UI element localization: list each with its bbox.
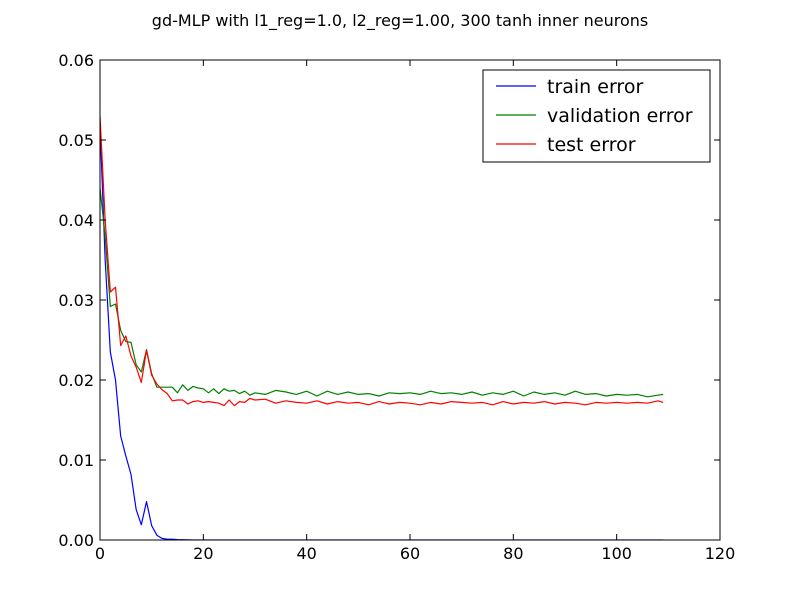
y-tick-label: 0.00 bbox=[58, 531, 94, 550]
series-layer bbox=[100, 115, 664, 540]
legend-label-test-error: test error bbox=[547, 134, 636, 156]
y-tick-label: 0.01 bbox=[58, 451, 94, 470]
legend: train error validation error test error bbox=[482, 69, 711, 163]
legend-box bbox=[482, 69, 711, 163]
x-tick-label: 60 bbox=[400, 544, 420, 563]
y-tick-label: 0.02 bbox=[58, 371, 94, 390]
x-tick-label: 40 bbox=[296, 544, 316, 563]
y-tick-label: 0.03 bbox=[58, 291, 94, 310]
x-tick-label: 20 bbox=[193, 544, 213, 563]
legend-label-validation-error: validation error bbox=[547, 105, 693, 127]
x-tick-label: 80 bbox=[503, 544, 523, 563]
y-tick-label: 0.04 bbox=[58, 211, 94, 230]
y-tick-label: 0.05 bbox=[58, 131, 94, 150]
series-line-train-error bbox=[100, 123, 664, 540]
x-tick-label: 100 bbox=[601, 544, 632, 563]
y-tick-label: 0.06 bbox=[58, 51, 94, 70]
x-tick-label: 120 bbox=[705, 544, 736, 563]
chart-title: gd-MLP with l1_reg=1.0, l2_reg=1.00, 300… bbox=[152, 11, 648, 31]
x-tick-label: 0 bbox=[95, 544, 105, 563]
axes-layer: 0 20 40 60 80 100 120 0.00 0.01 0.02 0.03 0.04 0.05 0… bbox=[58, 51, 735, 563]
legend-label-train-error: train error bbox=[547, 76, 643, 98]
series-line-test-error bbox=[100, 115, 664, 407]
